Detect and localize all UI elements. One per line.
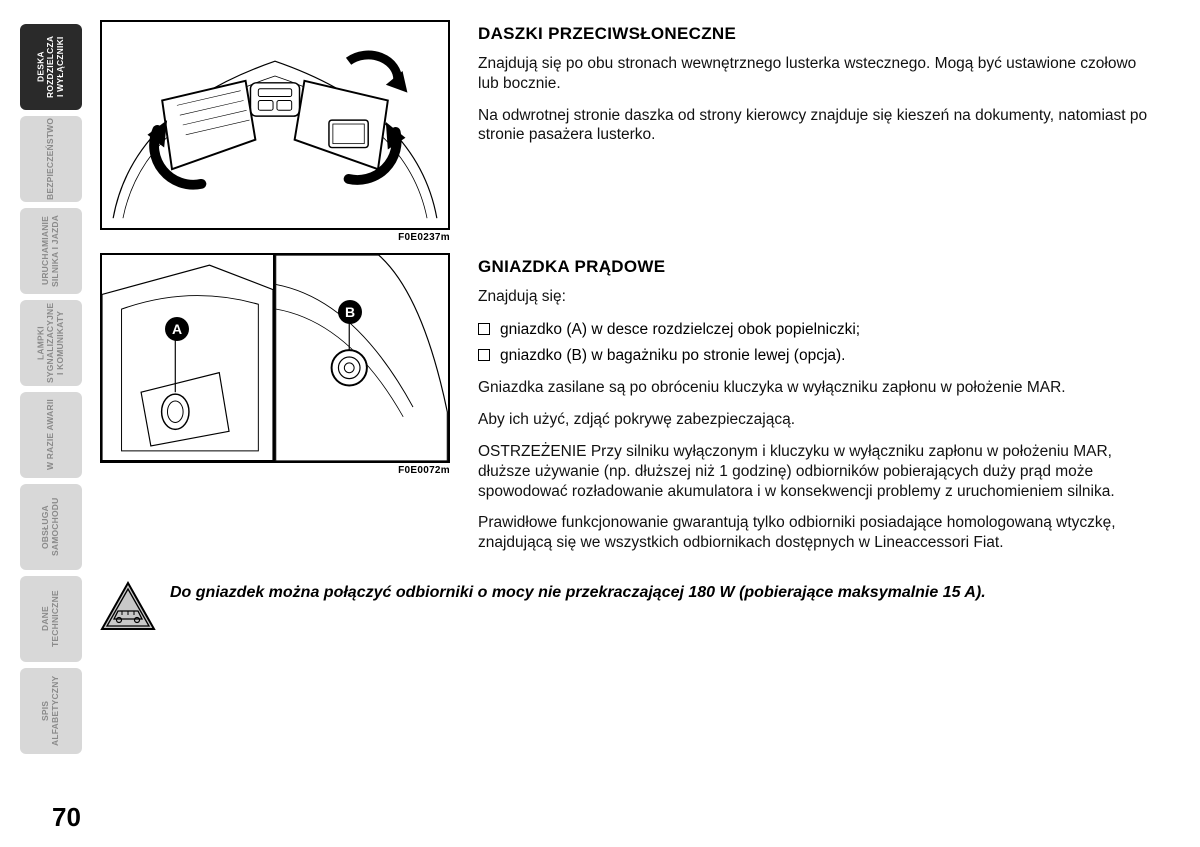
figure-caption-1: F0E0237m xyxy=(100,232,450,243)
section-tabs: DESKAROZDZIELCZAI WYŁĄCZNIKI BEZPIECZEŃS… xyxy=(20,20,82,827)
bullet-text: gniazdko (A) w desce rozdzielczej obok p… xyxy=(500,319,860,341)
tab-spis[interactable]: SPISALFABETYCZNY xyxy=(20,668,82,754)
heading-sun-visors: DASZKI PRZECIWSŁONECZNE xyxy=(478,24,1160,44)
heading-power-sockets: GNIAZDKA PRĄDOWE xyxy=(478,257,1160,277)
warning-text: Do gniazdek można połączyć odbiorniki o … xyxy=(170,581,986,604)
tab-dane[interactable]: DANETECHNICZNE xyxy=(20,576,82,662)
paragraph-sockets-2: Aby ich użyć, zdjąć pokrywę zabezpieczaj… xyxy=(478,410,1160,430)
paragraph-sockets-1: Gniazdka zasilane są po obróceniu kluczy… xyxy=(478,378,1160,398)
bullet-icon xyxy=(478,349,490,361)
tab-awarii[interactable]: W RAZIE AWARII xyxy=(20,392,82,478)
figure-sun-visors xyxy=(100,20,450,230)
bullet-icon xyxy=(478,323,490,335)
tab-bezpieczenstwo[interactable]: BEZPIECZEŃSTWO xyxy=(20,116,82,202)
bullet-item: gniazdko (B) w bagażniku po stronie lewe… xyxy=(478,345,1160,367)
callout-a: A xyxy=(165,317,189,341)
bullet-text: gniazdko (B) w bagażniku po stronie lewe… xyxy=(500,345,845,367)
tab-deska-rozdzielcza[interactable]: DESKAROZDZIELCZAI WYŁĄCZNIKI xyxy=(20,24,82,110)
main-content: F0E0237m DASZKI PRZECIWSŁONECZNE Znajduj… xyxy=(100,20,1160,827)
figure-caption-2: F0E0072m xyxy=(100,465,450,476)
warning-box: Do gniazdek można połączyć odbiorniki o … xyxy=(100,581,1160,631)
tab-uruchamianie[interactable]: URUCHAMIANIESILNIKA I JAZDA xyxy=(20,208,82,294)
tab-obsluga[interactable]: OBSŁUGASAMOCHODU xyxy=(20,484,82,570)
paragraph-sockets-warning: OSTRZEŻENIE Przy silniku wyłączonym i kl… xyxy=(478,442,1160,501)
socket-bullet-list: gniazdko (A) w desce rozdzielczej obok p… xyxy=(478,319,1160,366)
callout-b: B xyxy=(338,300,362,324)
paragraph-visors-1: Znajdują się po obu stronach wewnętrzneg… xyxy=(478,54,1160,94)
warning-triangle-icon xyxy=(100,581,156,631)
paragraph-sockets-3: Prawidłowe funkcjonowanie gwarantują tyl… xyxy=(478,513,1160,553)
paragraph-sockets-intro: Znajdują się: xyxy=(478,287,1160,307)
page-number: 70 xyxy=(52,802,81,833)
paragraph-visors-2: Na odwrotnej stronie daszka od strony ki… xyxy=(478,106,1160,146)
figure-power-sockets: A B xyxy=(100,253,450,463)
bullet-item: gniazdko (A) w desce rozdzielczej obok p… xyxy=(478,319,1160,341)
tab-lampki[interactable]: LAMPKISYGNALIZACYJNEI KOMUNIKATY xyxy=(20,300,82,386)
